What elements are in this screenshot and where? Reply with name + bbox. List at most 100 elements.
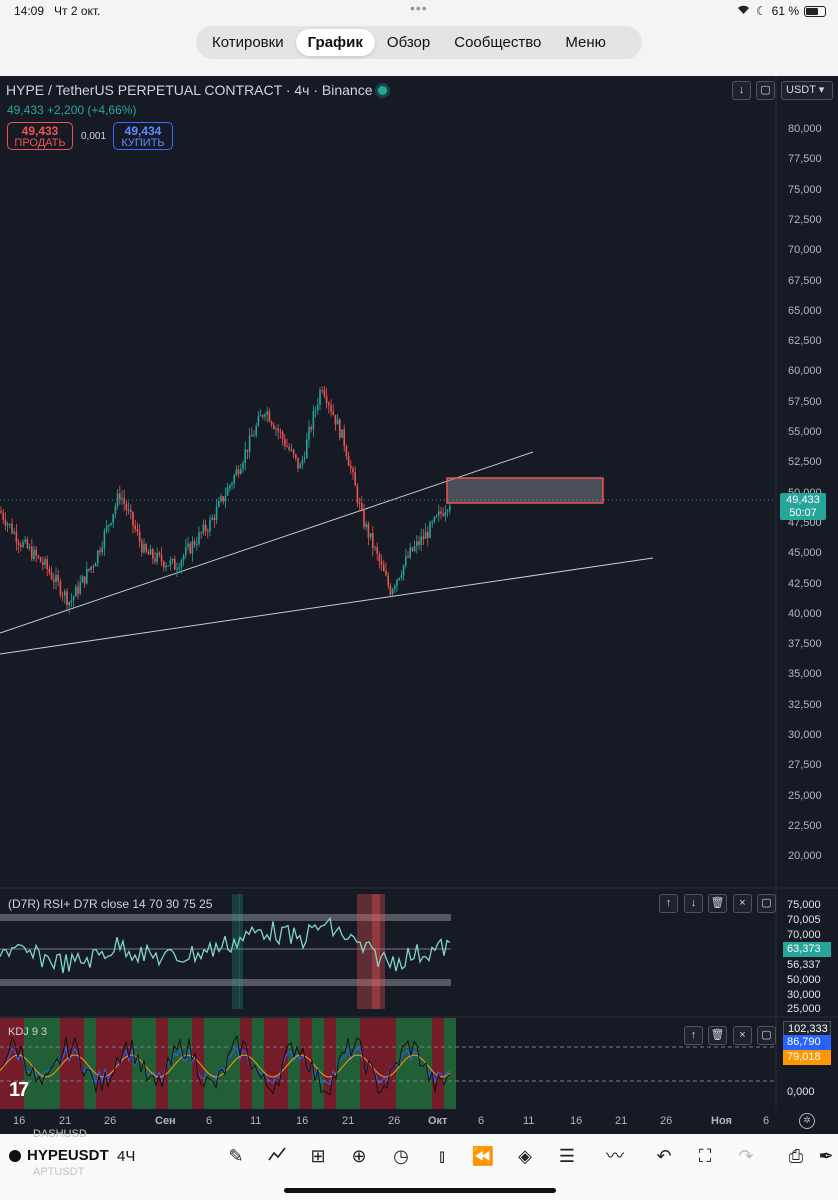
price-axis-label: 60,000 [788,365,822,378]
time-axis-label: 21 [615,1115,628,1127]
maximize-pane-icon[interactable]: ▢ [757,1026,776,1045]
candle-body [424,531,427,539]
candle-body [152,549,154,559]
candle-body [433,516,436,522]
pen-tool-icon[interactable]: ✒ [818,1146,834,1166]
undo-icon[interactable]: ↶ [656,1146,672,1166]
collapse-down-icon[interactable]: ↓ [732,81,751,100]
candle-body [332,411,334,415]
kdj-stripe [288,1018,300,1109]
price-axis-label: 80,000 [788,123,822,135]
candles-icon[interactable]: ⫾ [439,1146,445,1166]
battery-percent: 61 % [771,4,799,18]
candle-body [266,411,268,415]
compare-icon[interactable]: 〰 [606,1146,624,1166]
status-bar: 14:09 Чт 2 окт. ••• ☾ 61 % [0,0,838,22]
candle-body [202,524,205,533]
spread: 0,001 [81,131,107,142]
tab-menu[interactable]: Меню [565,34,606,51]
moon-icon: ☾ [755,4,767,18]
candle-body [288,446,290,451]
sell-button[interactable]: 49,433 ПРОДАТЬ [7,122,73,150]
sell-label: ПРОДАТЬ [14,137,66,149]
kdj-stripe [252,1018,264,1109]
layout-grid-icon[interactable]: ⊞ [310,1146,326,1166]
kdj-stripe [324,1018,336,1109]
kdj-stripe [276,1018,288,1109]
price-axis-label: 67,500 [788,274,822,287]
buy-button[interactable]: 49,434 КУПИТЬ [113,122,173,150]
currency-select[interactable]: USDT ▾ [781,81,833,100]
candle-body [130,509,132,513]
time-axis-label: 11 [250,1115,262,1127]
fullscreen-icon[interactable]: ⛶ [698,1146,712,1166]
candle-body [0,511,2,513]
kdj-stripe [168,1018,180,1109]
maximize-pane-icon[interactable]: ▢ [756,81,775,100]
candle-body [154,558,156,562]
collapse-icon[interactable]: × [733,894,752,913]
candle-body [345,446,348,457]
candle-body [207,531,209,533]
tab-chart[interactable]: График [295,29,375,56]
candle-body [431,521,433,523]
candle-body [402,565,405,576]
candle-body [22,541,24,547]
candle-body [224,495,227,502]
tab-quotes[interactable]: Котировки [212,34,284,51]
settings-gear-icon[interactable]: ✲ [799,1113,815,1129]
replay-icon[interactable]: ⏪ [471,1146,495,1166]
maximize-pane-icon[interactable]: ▢ [757,894,776,913]
candle-body [218,500,220,507]
candle-body [270,421,273,425]
trash-icon[interactable]: 🗑 [708,894,727,913]
kdj-stripe [12,1018,24,1109]
price-change: 49,433 +2,200 (+4,66%) [7,103,137,117]
candle-body [200,532,202,534]
tab-community[interactable]: Сообщество [454,34,542,51]
time-axis-label: 16 [296,1115,309,1127]
candle-body [81,576,84,583]
snapshot-icon[interactable]: ⎙ [788,1146,804,1166]
kdj-j-badge: 102,333 [783,1021,831,1036]
candle-body [2,512,4,520]
symbol-selector[interactable]: HYPEUSDT [9,1147,109,1164]
pencil-icon[interactable]: ✎ [228,1146,244,1166]
move-down-icon[interactable]: ↓ [684,894,703,913]
rsi-title[interactable]: (D7R) RSI+ D7R close 14 70 30 75 25 [8,897,213,911]
kdj-title[interactable]: KDJ 9 3 [8,1026,48,1038]
add-plus-icon[interactable]: ⊕ [351,1146,367,1166]
move-up-icon[interactable]: ↑ [659,894,678,913]
candle-body [420,536,422,545]
chart-area[interactable]: HYPE / TetherUS PERPETUAL CONTRACT · 4ч … [0,76,838,1134]
candle-body [409,547,411,558]
candle-body [116,493,119,507]
candle-body [147,551,150,555]
price-axis-label: 22,500 [788,819,822,832]
trash-icon[interactable]: 🗑 [708,1026,727,1045]
rsi-level-75: 75,000 [787,899,821,911]
tab-overview[interactable]: Обзор [386,34,431,51]
layers-icon[interactable]: ◈ [518,1146,532,1166]
price-axis-label: 75,000 [788,183,822,196]
symbol-logo-icon [9,1149,21,1162]
alert-clock-icon[interactable]: ◷ [393,1146,409,1166]
candle-body [123,497,125,504]
bottom-toolbar: DASHUSD HYPEUSDT 4Ч APTUSDT ✎ ⊞ ⊕ ◷ ⫾ ⏪ … [0,1128,838,1200]
sell-price: 49,433 [21,124,59,138]
move-up-icon[interactable]: ↑ [684,1026,703,1045]
collapse-icon[interactable]: × [733,1026,752,1045]
timeframe-selector[interactable]: 4Ч [117,1148,136,1165]
time-axis-label: 16 [13,1115,26,1127]
price-chart[interactable] [0,76,838,1134]
multitask-dots-icon[interactable]: ••• [410,0,428,16]
candle-body [72,596,75,601]
candle-body [193,541,196,546]
price-axis-label: 30,000 [788,729,822,741]
chart-title[interactable]: HYPE / TetherUS PERPETUAL CONTRACT · 4ч … [6,82,388,98]
price-axis-label: 45,000 [788,547,822,560]
settings-sliders-icon[interactable]: ☰ [558,1146,576,1166]
indicators-icon[interactable] [265,1144,289,1168]
candle-body [292,449,295,455]
candle-body [132,512,134,526]
